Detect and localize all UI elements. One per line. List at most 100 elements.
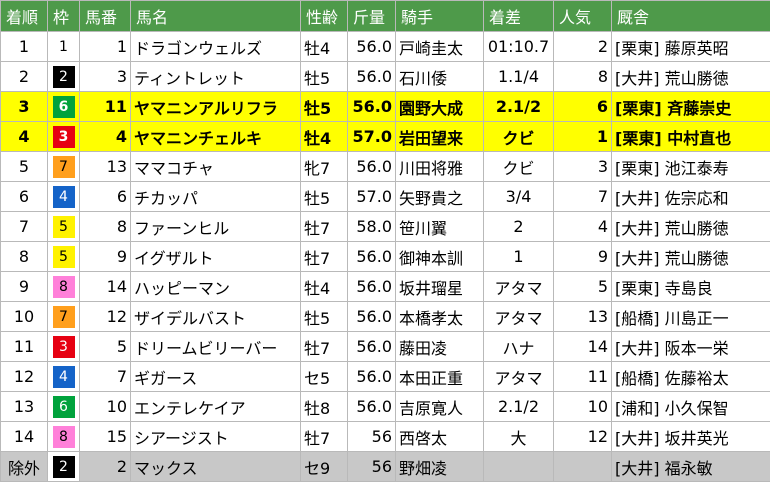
weight-cell: 56.0	[348, 92, 396, 122]
popularity-cell: 1	[554, 122, 612, 152]
stable-cell: [大井] 佐宗応和	[612, 182, 770, 212]
waku-cell: 5	[48, 212, 80, 242]
jockey-cell: 野畑凌	[396, 452, 484, 482]
header-rank: 着順	[1, 1, 48, 32]
waku-cell: 3	[48, 122, 80, 152]
jockey-cell: 本田正重	[396, 362, 484, 392]
rank-cell: 4	[1, 122, 48, 152]
rank-cell: 5	[1, 152, 48, 182]
horse-name-cell: チカッパ	[131, 182, 301, 212]
header-jockey: 騎手	[396, 1, 484, 32]
jockey-cell: 吉原寛人	[396, 392, 484, 422]
rank-cell: 2	[1, 62, 48, 92]
jockey-cell: 本橋孝太	[396, 302, 484, 332]
waku-badge: 3	[53, 336, 75, 358]
margin-cell: ハナ	[484, 332, 554, 362]
stable-cell: [大井] 荒山勝徳	[612, 242, 770, 272]
waku-badge: 5	[53, 216, 75, 238]
weight-cell: 56.0	[348, 152, 396, 182]
jockey-cell: 御神本訓	[396, 242, 484, 272]
header-horse-number: 馬番	[80, 1, 131, 32]
stable-cell: [栗東] 池江泰寿	[612, 152, 770, 182]
margin-cell: 大	[484, 422, 554, 452]
sex-age-cell: セ9	[301, 452, 348, 482]
stable-cell: [大井] 荒山勝徳	[612, 212, 770, 242]
popularity-cell: 5	[554, 272, 612, 302]
popularity-cell: 11	[554, 362, 612, 392]
horse-name-cell: ドリームビリーバー	[131, 332, 301, 362]
weight-cell: 57.0	[348, 122, 396, 152]
horse-number-cell: 8	[80, 212, 131, 242]
jockey-cell: 笹川翼	[396, 212, 484, 242]
popularity-cell: 4	[554, 212, 612, 242]
sex-age-cell: 牡4	[301, 32, 348, 62]
margin-cell: アタマ	[484, 302, 554, 332]
horse-name-cell: ハッピーマン	[131, 272, 301, 302]
margin-cell: 3/4	[484, 182, 554, 212]
rank-cell: 1	[1, 32, 48, 62]
sex-age-cell: 牡5	[301, 302, 348, 332]
header-popularity: 人気	[554, 1, 612, 32]
margin-cell: 2.1/2	[484, 92, 554, 122]
waku-cell: 6	[48, 392, 80, 422]
rank-cell: 11	[1, 332, 48, 362]
header-horse-name: 馬名	[131, 1, 301, 32]
sex-age-cell: 牡8	[301, 392, 348, 422]
waku-badge: 3	[53, 126, 75, 148]
weight-cell: 56.0	[348, 62, 396, 92]
waku-cell: 2	[48, 452, 80, 482]
horse-number-cell: 6	[80, 182, 131, 212]
popularity-cell: 8	[554, 62, 612, 92]
weight-cell: 56	[348, 422, 396, 452]
jockey-cell: 西啓太	[396, 422, 484, 452]
rank-cell: 8	[1, 242, 48, 272]
rank-cell: 12	[1, 362, 48, 392]
waku-cell: 8	[48, 272, 80, 302]
horse-name-cell: ママコチャ	[131, 152, 301, 182]
waku-badge: 2	[53, 66, 75, 88]
header-margin: 着差	[484, 1, 554, 32]
header-waku: 枠	[48, 1, 80, 32]
waku-badge: 4	[53, 186, 75, 208]
waku-badge: 8	[53, 426, 75, 448]
weight-cell: 56.0	[348, 362, 396, 392]
rank-cell: 14	[1, 422, 48, 452]
popularity-cell: 6	[554, 92, 612, 122]
sex-age-cell: 牡5	[301, 182, 348, 212]
horse-name-cell: マックス	[131, 452, 301, 482]
weight-cell: 56.0	[348, 32, 396, 62]
margin-cell: アタマ	[484, 272, 554, 302]
horse-name-cell: イグザルト	[131, 242, 301, 272]
waku-badge: 7	[53, 306, 75, 328]
rank-cell: 3	[1, 92, 48, 122]
horse-number-cell: 10	[80, 392, 131, 422]
popularity-cell: 13	[554, 302, 612, 332]
waku-cell: 7	[48, 302, 80, 332]
stable-cell: [大井] 荒山勝徳	[612, 62, 770, 92]
horse-name-cell: ヤマニンアルリフラ	[131, 92, 301, 122]
horse-number-cell: 4	[80, 122, 131, 152]
margin-cell	[484, 452, 554, 482]
sex-age-cell: 牡5	[301, 92, 348, 122]
sex-age-cell: 牝7	[301, 152, 348, 182]
horse-name-cell: ドラゴンウェルズ	[131, 32, 301, 62]
margin-cell: 1.1/4	[484, 62, 554, 92]
jockey-cell: 矢野貴之	[396, 182, 484, 212]
waku-cell: 7	[48, 152, 80, 182]
jockey-cell: 石川倭	[396, 62, 484, 92]
stable-cell: [大井] 阪本一栄	[612, 332, 770, 362]
waku-cell: 5	[48, 242, 80, 272]
margin-cell: クビ	[484, 152, 554, 182]
weight-cell: 56	[348, 452, 396, 482]
